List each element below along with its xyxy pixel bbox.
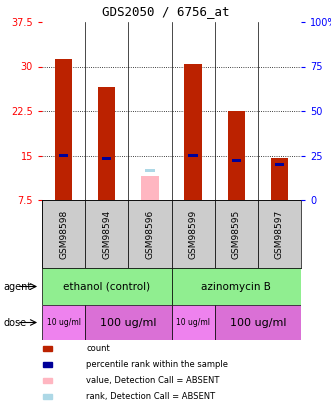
Text: GSM98598: GSM98598: [59, 209, 68, 259]
Text: 100 ug/ml: 100 ug/ml: [100, 318, 157, 328]
Bar: [275, 163, 284, 166]
Bar: [98, 87, 116, 200]
Bar: [141, 176, 159, 200]
Bar: [43, 394, 52, 399]
Bar: [42, 268, 171, 305]
Bar: [43, 345, 52, 351]
Text: GSM98596: GSM98596: [145, 209, 155, 259]
Text: GSM98595: GSM98595: [232, 209, 241, 259]
Text: count: count: [86, 343, 110, 353]
Text: azinomycin B: azinomycin B: [201, 281, 271, 292]
Bar: [43, 378, 52, 383]
Text: GSM98594: GSM98594: [102, 209, 111, 258]
Bar: [42, 200, 85, 268]
Bar: [271, 158, 288, 200]
Bar: [145, 169, 155, 172]
Bar: [215, 200, 258, 268]
Bar: [258, 200, 301, 268]
Bar: [59, 154, 68, 157]
Text: GSM98597: GSM98597: [275, 209, 284, 259]
Bar: [42, 305, 85, 340]
Bar: [184, 64, 202, 200]
Bar: [188, 154, 198, 157]
Bar: [55, 60, 72, 200]
Bar: [231, 159, 241, 162]
Bar: [102, 157, 112, 160]
Bar: [171, 268, 301, 305]
Bar: [128, 200, 171, 268]
Text: GDS2050 / 6756_at: GDS2050 / 6756_at: [102, 5, 229, 18]
Text: percentile rank within the sample: percentile rank within the sample: [86, 360, 228, 369]
Text: 10 ug/ml: 10 ug/ml: [47, 318, 80, 327]
Text: rank, Detection Call = ABSENT: rank, Detection Call = ABSENT: [86, 392, 215, 401]
Text: dose: dose: [4, 318, 27, 328]
Bar: [85, 305, 171, 340]
Bar: [215, 305, 301, 340]
Text: 100 ug/ml: 100 ug/ml: [230, 318, 286, 328]
Bar: [43, 362, 52, 367]
Bar: [171, 200, 215, 268]
Text: 10 ug/ml: 10 ug/ml: [176, 318, 210, 327]
Text: GSM98599: GSM98599: [189, 209, 198, 259]
Text: ethanol (control): ethanol (control): [63, 281, 150, 292]
Bar: [228, 111, 245, 200]
Bar: [85, 200, 128, 268]
Text: agent: agent: [4, 281, 32, 292]
Bar: [171, 305, 215, 340]
Text: value, Detection Call = ABSENT: value, Detection Call = ABSENT: [86, 376, 219, 385]
